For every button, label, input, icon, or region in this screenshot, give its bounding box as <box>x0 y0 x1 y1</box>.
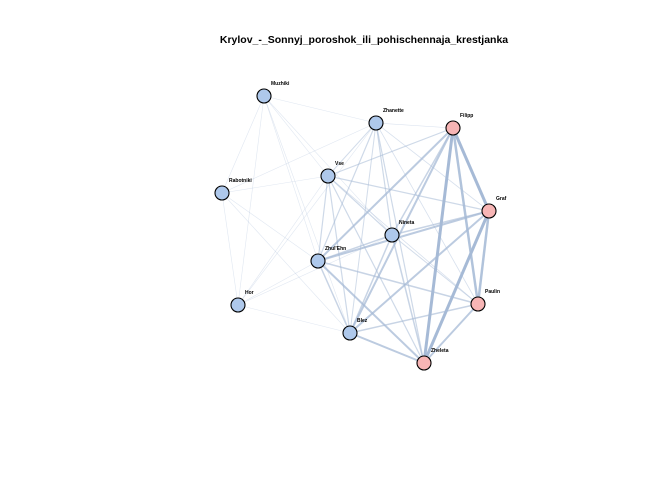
edge-zheleta-vse <box>327 175 425 364</box>
node-layer: Muzhiki Zhanette Filipp Rabotniki Vse Graf Nin… <box>214 81 507 371</box>
edge-filipp-graf <box>451 127 491 212</box>
node-circle[interactable] <box>214 185 230 201</box>
node-label: Muzhiki <box>271 81 290 87</box>
edge-zhulien-rabotniki <box>221 192 319 262</box>
node-label: Hor <box>245 290 254 296</box>
edge-vse-rabotniki <box>221 175 329 194</box>
edge-graf-paulin <box>476 210 491 305</box>
edge-rabotniki-zhanette <box>221 122 377 194</box>
node-circle[interactable] <box>342 325 358 341</box>
edge-graf-vse <box>327 175 490 212</box>
edge-rabotniki-hor <box>221 192 239 306</box>
edge-nineta-muzhiki <box>263 95 393 236</box>
node-paulin[interactable]: Paulin <box>470 289 500 312</box>
edge-vse-hor <box>237 175 329 306</box>
edge-zhulien-vse <box>317 175 329 262</box>
edge-zhulien-muzhiki <box>263 95 319 262</box>
edge-zheleta-zhanette <box>375 122 425 364</box>
edge-zhulien-nineta <box>317 234 393 262</box>
edge-graf-zhulien <box>317 210 490 262</box>
node-vse[interactable]: Vse <box>320 161 344 184</box>
edge-blez-nineta <box>349 234 393 334</box>
edge-paulin-zhanette <box>375 122 479 305</box>
edge-nineta-vse <box>327 175 393 236</box>
edge-blez-zhulien <box>317 260 351 334</box>
edge-graf-nineta <box>391 210 490 236</box>
edge-muzhiki-blez <box>263 95 351 334</box>
node-circle[interactable] <box>256 88 272 104</box>
edge-paulin-zhulien <box>317 260 479 305</box>
edge-zhulien-hor <box>237 260 319 306</box>
node-nineta[interactable]: Nineta <box>384 220 415 243</box>
node-circle[interactable] <box>481 203 497 219</box>
node-circle[interactable] <box>310 253 326 269</box>
node-circle[interactable] <box>384 227 400 243</box>
edge-paulin-vse <box>327 175 479 305</box>
node-circle[interactable] <box>368 115 384 131</box>
node-muzhiki[interactable]: Muzhiki <box>256 81 290 104</box>
edge-filipp-nineta <box>391 127 454 236</box>
edge-blez-hor <box>237 304 351 334</box>
node-circle[interactable] <box>320 168 336 184</box>
node-label: Paulin <box>485 289 500 295</box>
edge-filipp-zhulien <box>317 127 454 262</box>
edge-filipp-blez <box>349 127 454 334</box>
edge-zheleta-nineta <box>391 234 425 364</box>
node-rabotniki[interactable]: Rabotniki <box>214 178 252 201</box>
graph-title: Krylov_-_Sonnyj_poroshok_ili_pohischenna… <box>220 34 508 46</box>
node-label: Zhanette <box>383 108 404 114</box>
edge-graf-zhanette <box>375 122 490 212</box>
node-hor[interactable]: Hor <box>230 290 254 313</box>
node-circle[interactable] <box>230 297 246 313</box>
edge-filipp-paulin <box>451 127 480 305</box>
node-zheleta[interactable]: Zheleta <box>416 348 449 371</box>
edge-zheleta-zhulien <box>317 260 425 364</box>
edge-filipp-vse <box>327 127 454 177</box>
node-label: Blez <box>357 318 368 324</box>
edge-filipp-zheleta <box>422 127 455 364</box>
node-circle[interactable] <box>445 120 461 136</box>
node-label: Rabotniki <box>229 178 252 184</box>
node-label: Graf <box>496 196 507 202</box>
node-blez[interactable]: Blez <box>342 318 368 341</box>
node-circle[interactable] <box>470 296 486 312</box>
node-label: Vse <box>335 161 344 167</box>
node-filipp[interactable]: Filipp <box>445 113 473 136</box>
edge-vse-muzhiki <box>263 95 329 177</box>
node-graf[interactable]: Graf <box>481 196 507 219</box>
edge-graf-blez <box>349 210 490 334</box>
edge-hor-nineta <box>237 234 393 306</box>
edge-nineta-zhanette <box>375 122 393 236</box>
edge-hor-zhanette <box>237 122 377 306</box>
node-zhulien[interactable]: Zhul'Ehn <box>310 246 346 269</box>
edge-blez-vse <box>327 175 351 334</box>
edge-filipp-zhanette <box>375 122 454 129</box>
node-label: Filipp <box>460 113 473 119</box>
node-label: Nineta <box>399 220 415 226</box>
edge-zhulien-zhanette <box>317 122 377 262</box>
edge-zheleta-blez <box>349 332 425 364</box>
edge-paulin-zheleta <box>423 303 479 364</box>
node-label: Zhul'Ehn <box>325 246 346 252</box>
edge-muzhiki-hor <box>237 95 265 306</box>
node-circle[interactable] <box>416 355 432 371</box>
node-zhanette[interactable]: Zhanette <box>368 108 404 131</box>
edge-muzhiki-rabotniki <box>221 95 265 194</box>
edge-muzhiki-zhanette <box>263 95 377 124</box>
edge-paulin-nineta <box>391 234 479 305</box>
edge-vse-zhanette <box>327 122 377 177</box>
edge-layer <box>221 95 491 364</box>
node-label: Zheleta <box>431 348 449 354</box>
edge-rabotniki-blez <box>221 192 351 334</box>
edge-paulin-blez <box>349 303 479 334</box>
edge-blez-zhanette <box>349 122 377 334</box>
